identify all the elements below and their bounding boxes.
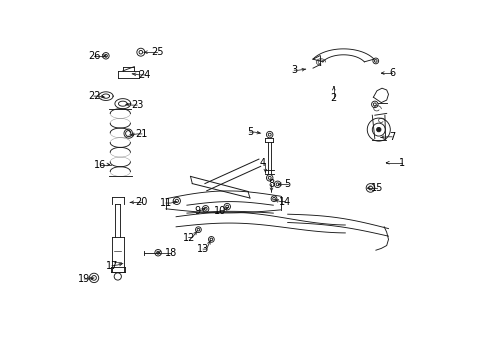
Text: 9: 9 xyxy=(194,206,200,216)
Text: 4: 4 xyxy=(259,158,265,168)
Text: 17: 17 xyxy=(105,261,118,271)
Text: 11: 11 xyxy=(160,198,172,208)
Text: 3: 3 xyxy=(290,65,297,75)
Text: 16: 16 xyxy=(94,159,106,170)
Text: 24: 24 xyxy=(138,70,150,80)
Text: 7: 7 xyxy=(388,132,394,142)
Text: 23: 23 xyxy=(131,100,143,110)
Text: 1: 1 xyxy=(398,158,405,168)
Text: 2: 2 xyxy=(330,93,336,103)
Text: 5: 5 xyxy=(284,179,290,189)
Text: 12: 12 xyxy=(182,233,195,243)
Text: 13: 13 xyxy=(197,244,209,254)
Text: 10: 10 xyxy=(213,206,225,216)
Text: 5: 5 xyxy=(246,127,252,137)
Text: 21: 21 xyxy=(136,129,148,139)
Text: 19: 19 xyxy=(78,274,90,284)
Text: 25: 25 xyxy=(151,47,163,57)
Text: 18: 18 xyxy=(164,248,177,258)
Text: 8: 8 xyxy=(268,179,274,189)
Text: 14: 14 xyxy=(278,197,290,207)
Text: 22: 22 xyxy=(87,91,100,101)
Text: 6: 6 xyxy=(388,68,394,78)
Text: 26: 26 xyxy=(88,51,100,61)
Text: 15: 15 xyxy=(370,183,383,193)
Circle shape xyxy=(376,127,380,132)
Text: 20: 20 xyxy=(136,197,148,207)
